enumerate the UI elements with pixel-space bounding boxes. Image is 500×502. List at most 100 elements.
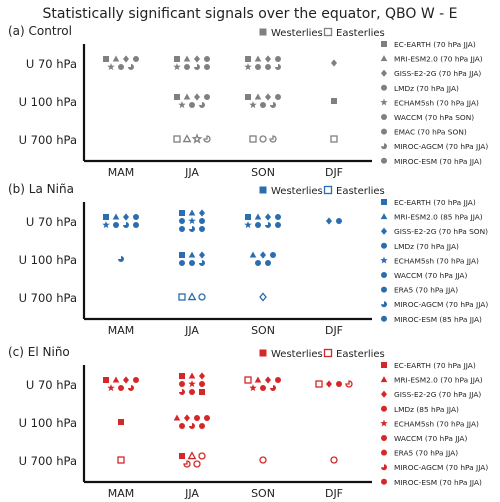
model-legend-label: EC-EARTH (70 hPa JJA) bbox=[394, 40, 476, 49]
easterlies-legend-label: Easterlies bbox=[336, 186, 385, 197]
signal-marker-triangle bbox=[249, 251, 257, 258]
signal-marker-crescent bbox=[270, 102, 276, 108]
season-label: DJF bbox=[325, 166, 343, 179]
model-legend-label: MIROC-ESM (70 hPa JJA) bbox=[394, 478, 482, 487]
signal-marker-star bbox=[178, 101, 186, 109]
signal-marker-circle bbox=[265, 260, 271, 266]
signal-marker-square bbox=[179, 252, 185, 258]
signal-marker-square bbox=[331, 98, 337, 104]
westerlies-legend-marker bbox=[259, 349, 267, 357]
model-legend-marker-star bbox=[380, 98, 388, 106]
panels-group: (a) Control Westerlies Easterlies U 70 hPa U… bbox=[8, 24, 488, 500]
signal-marker-triangle bbox=[188, 372, 196, 379]
signal-marker-diamond bbox=[199, 372, 205, 380]
row-label: U 70 hPa bbox=[26, 378, 77, 392]
row-label: U 100 hPa bbox=[19, 95, 77, 109]
easterlies-legend-marker bbox=[323, 185, 333, 195]
season-label: MAM bbox=[108, 324, 135, 337]
model-legend-label: WACCM (70 hPa JJA) bbox=[394, 271, 467, 280]
signal-marker-square bbox=[330, 135, 338, 143]
signal-marker-diamond bbox=[259, 292, 267, 302]
signal-marker-diamond bbox=[199, 209, 205, 217]
signal-marker-triangle bbox=[182, 134, 192, 143]
model-legend-label: GISS-E2-2G (70 hPa JJA) bbox=[394, 390, 481, 399]
signal-marker-circle bbox=[260, 385, 266, 391]
model-legend-label: GISS-E2-2G (70 hPa JJA) bbox=[394, 69, 481, 78]
signal-marker-crescent bbox=[269, 135, 277, 143]
model-legend-label: MIROC-AGCM (70 hPa JJA) bbox=[394, 142, 488, 151]
signal-marker-circle bbox=[189, 102, 195, 108]
season-label: SON bbox=[251, 487, 275, 500]
season-label: DJF bbox=[325, 487, 343, 500]
signal-marker-circle bbox=[133, 214, 139, 220]
signal-marker-square bbox=[103, 214, 109, 220]
model-legend-marker-circle bbox=[381, 286, 387, 293]
model-legend-marker-crescent bbox=[381, 464, 387, 471]
model-legend-label: LMDz (85 hPa JJA) bbox=[394, 405, 459, 414]
model-legend-label: LMDz (70 hPa JJA) bbox=[394, 84, 459, 93]
row-label: U 700 hPa bbox=[19, 291, 77, 305]
model-legend-marker-diamond bbox=[381, 227, 387, 235]
model-legend-label: MIROC-AGCM (70 hPa JJA) bbox=[394, 300, 488, 309]
signal-marker-square bbox=[179, 210, 185, 216]
signal-marker-triangle bbox=[112, 376, 120, 383]
signal-marker-circle bbox=[179, 260, 185, 266]
signal-marker-star bbox=[173, 63, 181, 71]
signal-marker-circle bbox=[275, 94, 281, 100]
signal-marker-diamond bbox=[265, 376, 271, 384]
signal-marker-crescent bbox=[128, 64, 134, 70]
signal-marker-circle bbox=[204, 56, 210, 62]
model-legend-label: ERA5 (70 hPa JJA) bbox=[394, 449, 458, 458]
signal-marker-circle bbox=[133, 56, 139, 62]
signal-marker-circle bbox=[193, 460, 201, 468]
signal-marker-crescent bbox=[270, 385, 276, 391]
model-legend-label: ECHAM5sh (70 hPa JJA) bbox=[394, 98, 479, 107]
signal-marker-triangle bbox=[187, 451, 197, 460]
signal-marker-circle bbox=[204, 415, 210, 421]
signal-marker-crescent bbox=[199, 260, 205, 266]
signal-marker-diamond bbox=[123, 55, 129, 63]
easterlies-legend-label: Easterlies bbox=[336, 349, 385, 360]
signal-marker-square bbox=[178, 293, 186, 301]
model-legend-marker-circle bbox=[381, 435, 387, 441]
signal-marker-diamond bbox=[326, 217, 332, 225]
signal-marker-circle bbox=[133, 222, 139, 228]
signal-marker-diamond bbox=[199, 251, 205, 259]
row-label: U 70 hPa bbox=[26, 57, 77, 71]
season-label: SON bbox=[251, 166, 275, 179]
signal-marker-triangle bbox=[188, 209, 196, 216]
signal-marker-triangle bbox=[183, 93, 191, 100]
row-label: U 100 hPa bbox=[19, 416, 77, 430]
model-legend-label: MIROC-ESM (70 hPa JJA) bbox=[394, 157, 482, 166]
model-legend-marker-diamond bbox=[381, 69, 387, 77]
signal-marker-circle bbox=[133, 377, 139, 383]
signal-marker-crescent bbox=[189, 226, 195, 232]
signal-marker-circle bbox=[198, 293, 206, 301]
westerlies-legend-label: Westerlies bbox=[271, 28, 323, 39]
model-legend-marker-circle bbox=[381, 478, 387, 485]
signal-marker-diamond bbox=[123, 376, 129, 384]
signal-marker-circle bbox=[255, 260, 261, 266]
model-legend-label: MRI-ESM2.0 (85 hPa JJA) bbox=[394, 213, 483, 222]
signal-marker-crescent bbox=[203, 135, 211, 143]
model-legend-label: MRI-ESM2.0 (70 hPa JJA) bbox=[394, 55, 483, 64]
signal-marker-diamond bbox=[194, 93, 200, 101]
model-legend-label: ERA5 (70 hPa JJA) bbox=[394, 286, 458, 295]
signal-marker-star bbox=[244, 63, 252, 71]
easterlies-legend-marker bbox=[323, 348, 333, 358]
signal-marker-circle bbox=[199, 423, 205, 429]
signal-marker-square bbox=[103, 377, 109, 383]
signal-marker-star bbox=[244, 221, 252, 229]
westerlies-legend-marker bbox=[259, 28, 267, 36]
signal-marker-diamond bbox=[326, 380, 332, 388]
signal-marker-crescent bbox=[123, 222, 129, 228]
signal-marker-star bbox=[188, 380, 196, 388]
signal-marker-circle bbox=[118, 385, 124, 391]
model-legend-marker-circle bbox=[381, 84, 387, 91]
season-label: SON bbox=[251, 324, 275, 337]
signal-marker-circle bbox=[336, 381, 342, 387]
signal-marker-diamond bbox=[331, 59, 337, 67]
panel-label: (c) El Niño bbox=[8, 345, 70, 359]
signal-marker-circle bbox=[198, 452, 206, 460]
